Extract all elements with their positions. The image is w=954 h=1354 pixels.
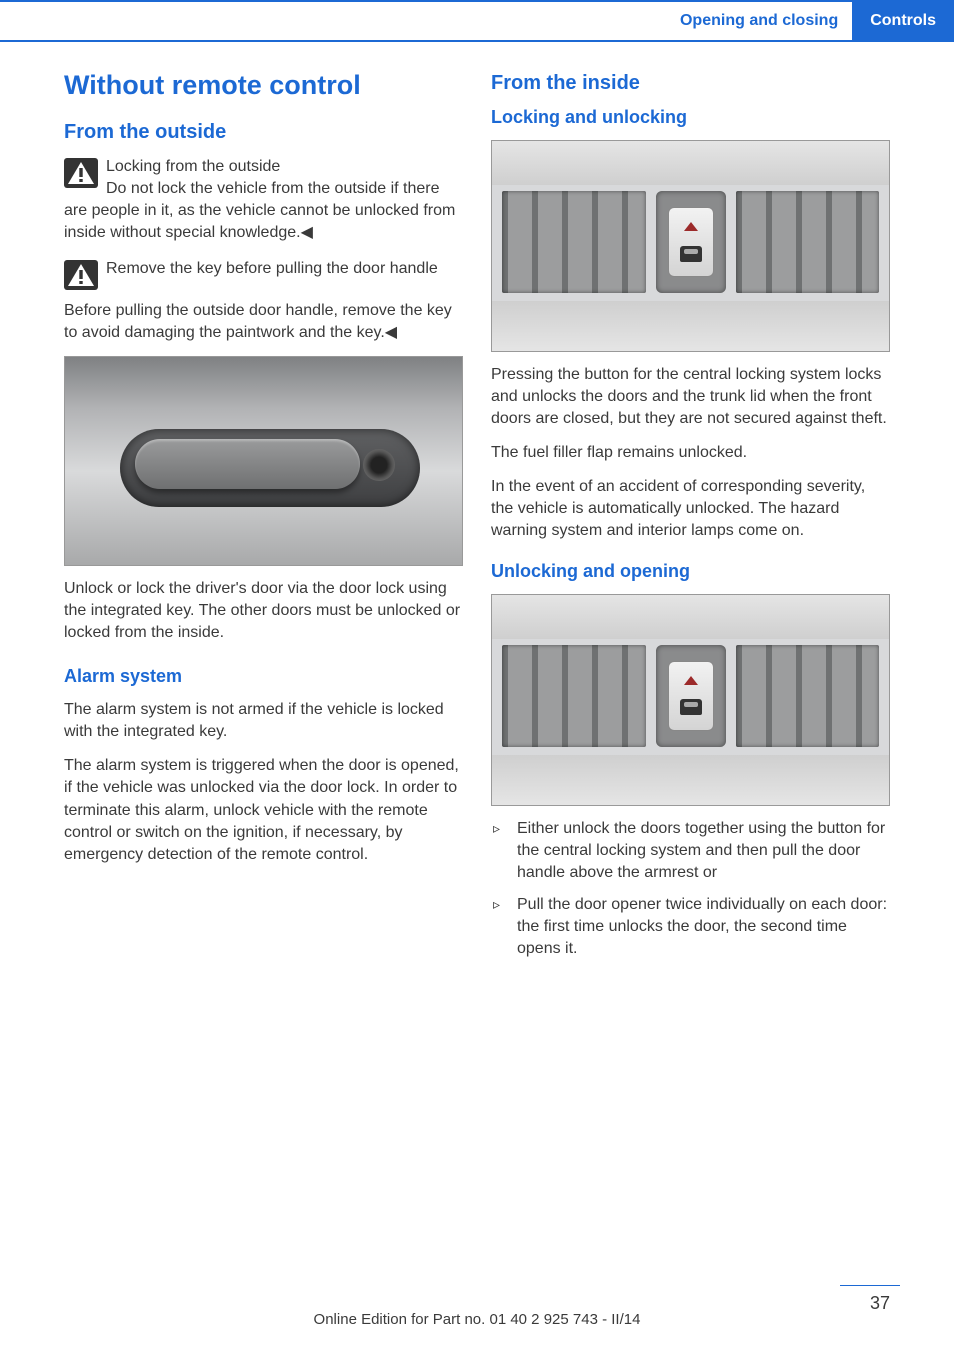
alarm-paragraph-1: The alarm system is not armed if the veh… <box>64 699 463 743</box>
fuel-flap-paragraph: The fuel filler flap remains unlocked. <box>491 442 890 464</box>
warning-icon <box>64 260 98 290</box>
procedure-step-1: Either unlock the doors together using t… <box>517 818 890 884</box>
breadcrumb-chapter: Controls <box>852 2 954 40</box>
procedure-list: Either unlock the doors together using t… <box>491 818 890 960</box>
warning-remove-key: Remove the key before pulling the door h… <box>64 258 463 290</box>
warning-lock-outside-title: Locking from the outside <box>64 156 463 178</box>
heading-locking-unlocking: Locking and unlocking <box>491 107 890 128</box>
heading-from-inside: From the inside <box>491 72 890 95</box>
heading-without-remote: Without remote control <box>64 70 463 101</box>
heading-unlocking-opening: Unlocking and opening <box>491 561 890 582</box>
figure-central-lock-button-2 <box>491 594 890 806</box>
alarm-paragraph-2: The alarm system is triggered when the d… <box>64 755 463 865</box>
heading-alarm-system: Alarm system <box>64 666 463 687</box>
page-number-rule <box>840 1285 900 1286</box>
heading-from-outside: From the outside <box>64 121 463 144</box>
left-column: Without remote control From the outside … <box>64 70 463 970</box>
footer-line: Online Edition for Part no. 01 40 2 925 … <box>0 1311 954 1328</box>
warning-lock-outside: Locking from the outside Do not lock the… <box>64 156 463 244</box>
breadcrumb-section: Opening and closing <box>666 2 852 40</box>
figure-door-handle <box>64 356 463 566</box>
figure-central-lock-button-1 <box>491 140 890 352</box>
accident-paragraph: In the event of an accident of correspon… <box>491 476 890 542</box>
header-row: Opening and closing Controls <box>0 2 954 42</box>
central-lock-paragraph: Pressing the button for the central lock… <box>491 364 890 430</box>
warning-remove-key-body: Before pulling the outside door handle, … <box>64 300 463 344</box>
warning-lock-outside-body: Do not lock the vehicle from the outside… <box>64 178 463 244</box>
warning-remove-key-title: Remove the key before pulling the door h… <box>64 258 463 280</box>
content-area: Without remote control From the outside … <box>0 42 954 970</box>
right-column: From the inside Locking and unlocking Pr… <box>491 70 890 970</box>
figure-door-handle-caption: Unlock or lock the driver's door via the… <box>64 578 463 644</box>
warning-icon <box>64 158 98 188</box>
procedure-step-2: Pull the door opener twice individually … <box>517 894 890 960</box>
